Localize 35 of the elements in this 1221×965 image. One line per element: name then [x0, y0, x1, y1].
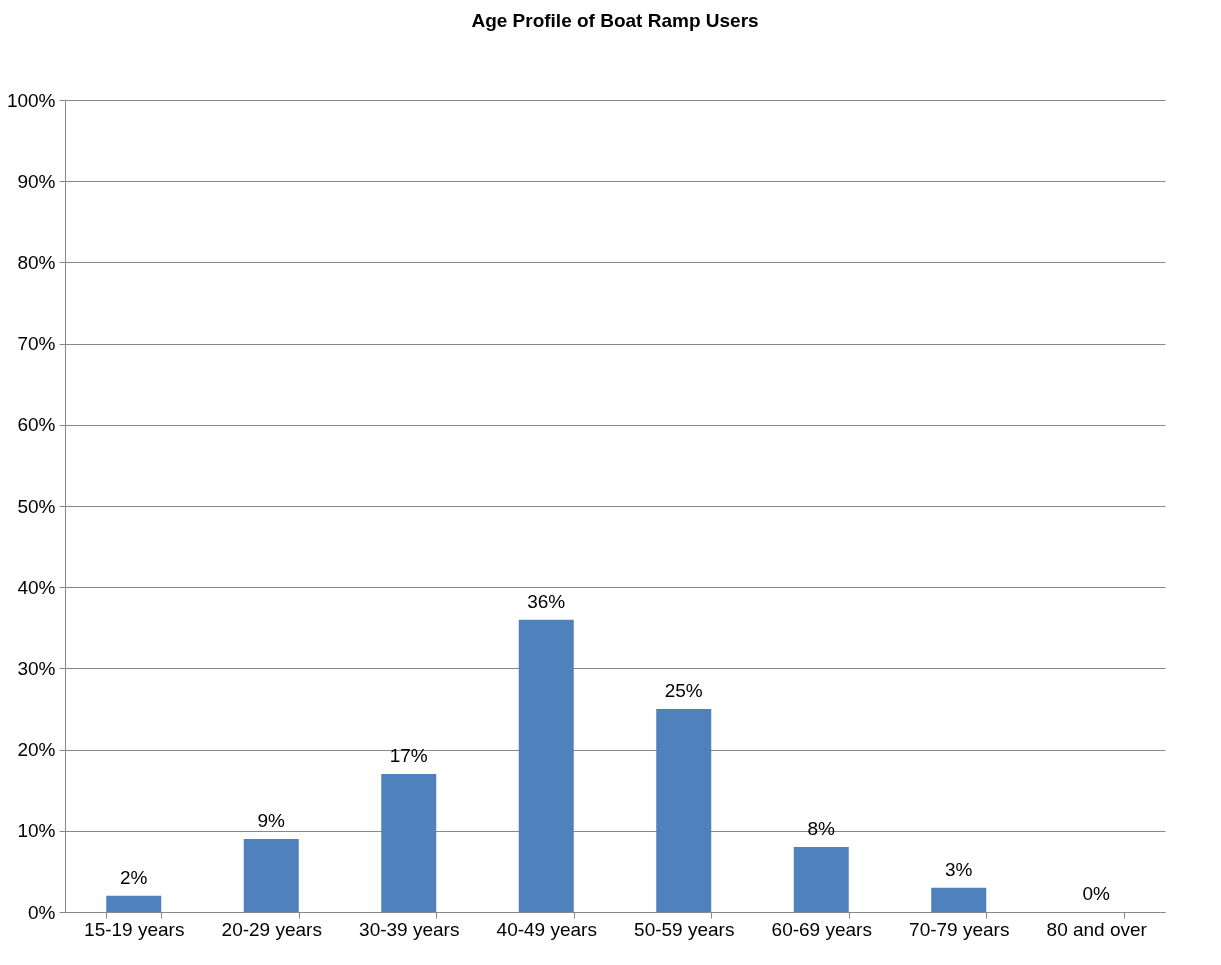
chart-title: Age Profile of Boat Ramp Users [471, 10, 759, 31]
y-tick-label: 40% [17, 576, 56, 598]
x-tick-label: 80 and over [1046, 918, 1148, 940]
bar [243, 838, 299, 912]
bar [106, 895, 162, 912]
x-tick-label: 70-79 years [909, 918, 1010, 940]
data-label: 17% [389, 744, 428, 766]
bar [656, 709, 712, 912]
x-tick-label: 15-19 years [84, 918, 185, 940]
y-tick-label: 10% [17, 820, 56, 842]
data-label: 36% [527, 590, 566, 612]
y-tick-label: 80% [17, 251, 56, 273]
bar [381, 773, 437, 912]
data-label: 3% [945, 858, 973, 880]
y-tick-label: 70% [17, 333, 56, 355]
data-label: 8% [807, 818, 836, 840]
bar [793, 847, 849, 912]
x-tick-label: 20-29 years [221, 918, 322, 940]
y-tick-label: 60% [17, 414, 56, 436]
x-tick-label: 50-59 years [634, 918, 735, 940]
data-label: 25% [664, 680, 703, 701]
y-tick-label: 0% [28, 901, 56, 923]
y-tick-label: 100% [6, 89, 56, 111]
x-tick-label: 60-69 years [771, 918, 872, 940]
y-tick-label: 50% [17, 495, 56, 517]
data-label: 2% [120, 866, 148, 888]
data-label: 0% [1082, 883, 1111, 904]
x-tick-label: 30-39 years [359, 918, 460, 940]
bar [931, 887, 987, 912]
x-tick-label: 40-49 years [496, 918, 597, 940]
data-label: 9% [257, 809, 286, 831]
y-tick-label: 30% [17, 657, 56, 679]
bar [518, 619, 574, 912]
y-tick-label: 90% [17, 170, 56, 192]
y-tick-label: 20% [17, 739, 56, 761]
